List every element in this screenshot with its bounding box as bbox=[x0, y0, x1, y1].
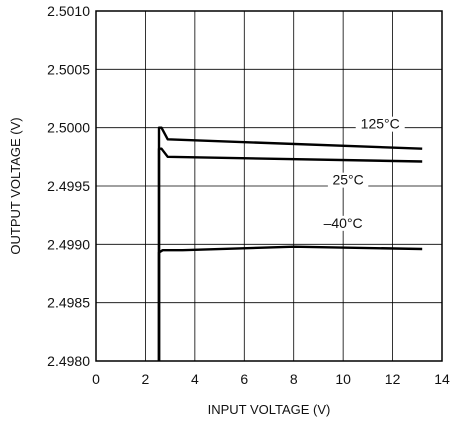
x-tick-label: 12 bbox=[385, 371, 401, 387]
x-tick-label: 6 bbox=[240, 371, 248, 387]
curve-label: –40°C bbox=[324, 215, 363, 231]
x-tick-label: 4 bbox=[191, 371, 199, 387]
y-tick-label: 2.4980 bbox=[47, 353, 90, 369]
x-tick-label: 8 bbox=[290, 371, 298, 387]
chart-grid bbox=[96, 11, 442, 361]
y-tick-label: 2.4990 bbox=[47, 236, 90, 252]
x-axis-title: INPUT VOLTAGE (V) bbox=[208, 402, 331, 417]
x-tick-label: 0 bbox=[92, 371, 100, 387]
y-tick-label: 2.5005 bbox=[47, 61, 90, 77]
y-tick-labels: 2.4980 2.4985 2.4990 2.4995 2.5000 2.5005 2.50… bbox=[47, 3, 90, 369]
x-tick-labels: 0 2 4 6 8 10 12 14 bbox=[92, 371, 450, 387]
y-tick-label: 2.5010 bbox=[47, 3, 90, 19]
x-tick-label: 14 bbox=[434, 371, 450, 387]
curve-label: 125°C bbox=[361, 116, 400, 132]
series-lines bbox=[157, 126, 423, 361]
y-tick-label: 2.5000 bbox=[47, 120, 90, 136]
y-tick-label: 2.4995 bbox=[47, 178, 90, 194]
plot-frame bbox=[95, 10, 443, 362]
curve-labels: 125°C 25°C –40°C bbox=[318, 116, 405, 231]
series-line-2 bbox=[157, 245, 423, 361]
curve-label: 25°C bbox=[332, 172, 363, 188]
x-tick-label: 2 bbox=[142, 371, 150, 387]
curve-label-background bbox=[355, 116, 405, 132]
x-tick-label: 10 bbox=[335, 371, 351, 387]
curve-label-background bbox=[327, 172, 369, 188]
y-tick-label: 2.4985 bbox=[47, 295, 90, 311]
y-axis-title: OUTPUT VOLTAGE (V) bbox=[8, 117, 23, 254]
series-line-1 bbox=[157, 147, 423, 361]
curve-label-background bbox=[318, 215, 368, 231]
